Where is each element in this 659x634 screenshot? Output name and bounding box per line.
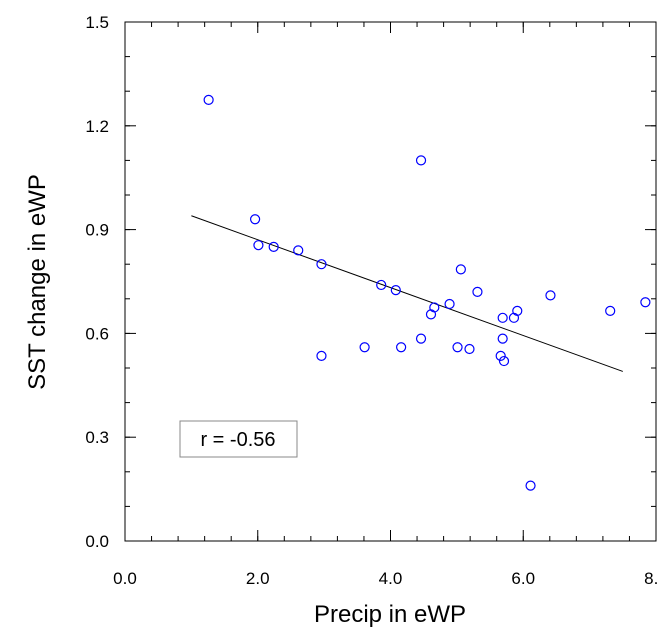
- correlation-annotation: r = -0.56: [179, 420, 298, 458]
- data-point: [498, 355, 510, 367]
- data-point: [203, 94, 214, 105]
- y-tick-label: 0.0: [85, 532, 109, 551]
- x-tick-label: 0.0: [113, 569, 137, 588]
- data-point: [497, 333, 508, 344]
- annotation-box: [179, 420, 298, 458]
- data-point: [415, 155, 427, 166]
- data-point: [525, 480, 536, 491]
- y-tick-label: 0.3: [85, 428, 109, 447]
- data-points: [203, 94, 651, 491]
- data-point: [253, 240, 264, 251]
- data-point: [464, 343, 475, 355]
- x-tick-label: 4.0: [379, 569, 403, 588]
- data-point: [376, 279, 387, 291]
- data-point: [429, 302, 440, 313]
- data-point: [508, 312, 520, 323]
- data-point: [545, 290, 556, 301]
- y-axis-title: SST change in eWP: [24, 174, 51, 390]
- data-point: [452, 342, 463, 353]
- data-point: [316, 350, 327, 361]
- y-tick-labels: 0.0 0.3 0.6 0.9 1.2 1.5: [85, 13, 109, 551]
- data-point: [425, 309, 437, 320]
- data-point: [455, 264, 466, 275]
- x-tick-label: 8.0: [644, 569, 659, 588]
- data-point: [640, 297, 651, 308]
- data-point: [316, 259, 327, 270]
- data-point: [249, 214, 261, 225]
- y-tick-label: 1.5: [85, 13, 109, 32]
- regression-line-group: [191, 215, 623, 372]
- annotation-text: r = -0.56: [200, 429, 275, 451]
- data-point: [415, 333, 427, 344]
- data-point: [444, 298, 455, 310]
- data-point: [497, 312, 508, 323]
- y-tick-label: 1.2: [85, 117, 109, 136]
- data-point: [495, 350, 506, 361]
- x-tick-labels: 0.0 2.0 4.0 6.0 8.0: [113, 569, 659, 588]
- y-tick-label: 0.9: [85, 221, 109, 240]
- regression-line: [191, 215, 623, 372]
- data-point: [512, 305, 523, 317]
- data-point: [359, 342, 370, 353]
- x-tick-label: 2.0: [246, 569, 270, 588]
- data-point: [472, 286, 483, 297]
- data-point: [390, 285, 401, 296]
- data-point: [293, 245, 304, 256]
- data-point: [605, 305, 616, 317]
- y-tick-label: 0.6: [85, 324, 109, 343]
- x-tick-label: 6.0: [511, 569, 535, 588]
- data-point: [268, 241, 279, 252]
- data-point: [396, 342, 407, 353]
- major-ticks: [124, 21, 657, 542]
- x-axis-title: Precip in eWP: [314, 601, 466, 628]
